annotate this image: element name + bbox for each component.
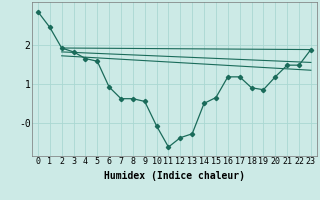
X-axis label: Humidex (Indice chaleur): Humidex (Indice chaleur) bbox=[104, 171, 245, 181]
